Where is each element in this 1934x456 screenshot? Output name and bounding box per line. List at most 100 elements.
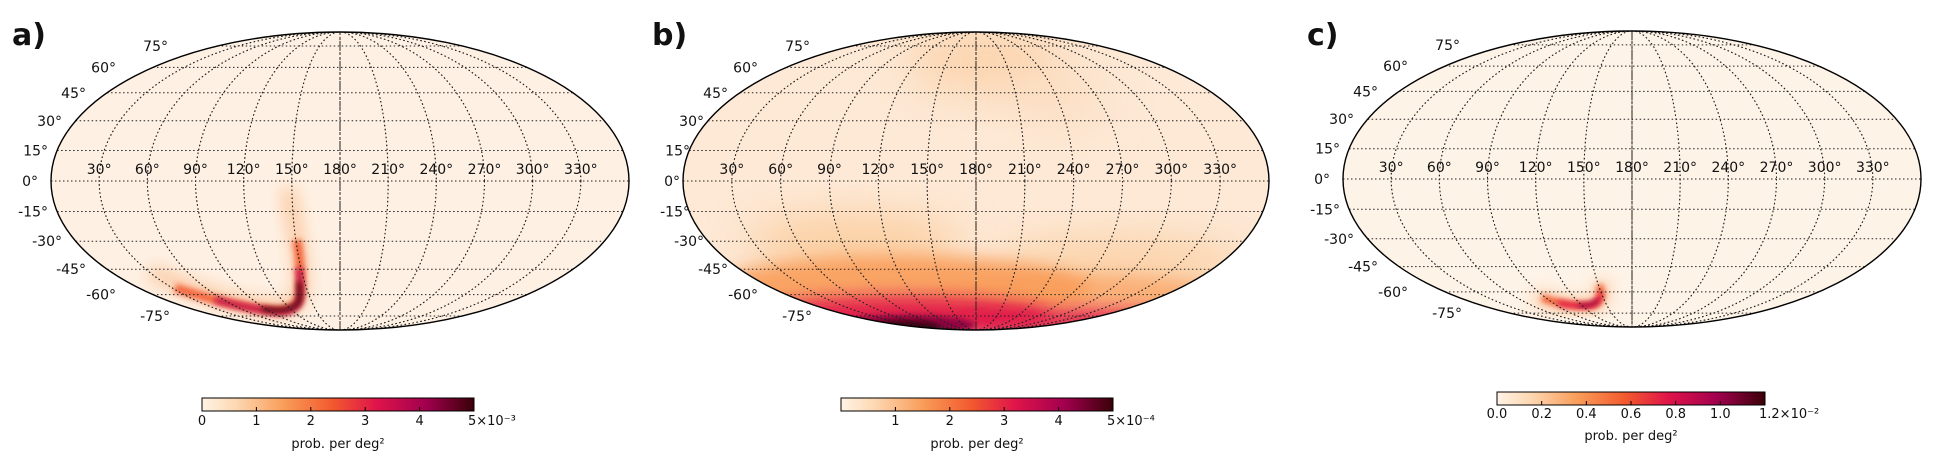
latitude-label: 15° (23, 143, 48, 159)
panel-label: c) (1307, 18, 1339, 53)
graticule-meridian (926, 32, 1026, 330)
panel-a: a) 75° 60° 45° 30° 15° 0° -15° -30° -45°-60° -75°… (12, 18, 630, 452)
colorbar-tick-label: 0.6 (1621, 407, 1642, 422)
colorbar-tick-label: 1.0 (1710, 407, 1731, 422)
probability-density-a (146, 186, 309, 316)
longitude-label: 120° (861, 162, 895, 178)
colorbar-tick-label: 2 (307, 414, 315, 429)
graticule-c (1343, 31, 1921, 327)
colorbar-tick-label: 1 (891, 414, 899, 429)
latitude-label: 60° (733, 60, 758, 76)
graticule-meridian (1535, 31, 1729, 327)
colorbar-tick-label: 0.4 (1576, 407, 1597, 422)
graticule-meridian (780, 32, 1172, 330)
graticule-meridian (1390, 31, 1874, 327)
colorbar-tick-label: 5×10⁻³ (468, 414, 516, 429)
latitude-label: 75° (143, 39, 168, 55)
longitude-label: 90° (817, 162, 842, 178)
longitude-label: 30° (87, 162, 112, 178)
colorbar-tick-label: 1.2×10⁻² (1759, 407, 1819, 422)
colorbar-tick-label: 1 (252, 414, 260, 429)
latitude-label: 15° (665, 143, 690, 159)
sky-map-b (682, 31, 1270, 331)
latitude-label: 0° (22, 174, 38, 190)
latitude-label: -15° (1310, 202, 1340, 218)
latitude-label: 0° (1314, 172, 1330, 188)
latitude-label: 60° (1383, 59, 1408, 75)
latitude-label: 75° (785, 39, 810, 55)
longitude-label: 300° (516, 162, 550, 178)
latitude-label: -30° (32, 234, 62, 250)
density-peak (261, 281, 302, 313)
axis-labels-c: 75° 60° 45° 30° 15° 0° -15° -30° -45°-60° -75° 30°… (1310, 38, 1890, 322)
longitude-label: 210° (1008, 162, 1042, 178)
sky-map-c (1342, 30, 1922, 328)
longitude-label: 300° (1808, 160, 1842, 176)
colorbar-gradient (201, 397, 475, 412)
colorbar-tick-label: 5×10⁻⁴ (1107, 414, 1155, 429)
longitude-label: 60° (768, 162, 793, 178)
colorbar-tick-label: 2 (946, 414, 954, 429)
longitude-label: 270° (1760, 160, 1794, 176)
longitude-label: 330° (564, 162, 598, 178)
longitude-label: 300° (1154, 162, 1188, 178)
density-north-blob (1010, 70, 1110, 130)
graticule-b (683, 32, 1269, 330)
latitude-label: 15° (1315, 142, 1340, 158)
panel-b: b) 75° 60° 45° 30° 15° 0° -15° -30° -45°-60° -75°… (652, 18, 1270, 452)
colorbar-gradient (840, 397, 1114, 412)
latitude-label: 0° (664, 174, 680, 190)
latitude-label: -60° (1378, 285, 1408, 301)
latitude-label: -60° (728, 288, 758, 304)
latitude-label: -15° (18, 205, 48, 221)
latitude-label: -30° (1324, 232, 1354, 248)
longitude-label: 330° (1856, 160, 1890, 176)
latitude-label: 30° (37, 114, 62, 130)
latitude-label: 45° (1353, 84, 1378, 100)
panel-label: a) (12, 18, 46, 53)
longitude-label: 90° (183, 162, 208, 178)
longitude-label: 210° (1663, 160, 1697, 176)
graticule-meridian (243, 32, 437, 330)
colorbar-tick-label: 4 (415, 414, 423, 429)
graticule-meridian (195, 32, 485, 330)
longitude-label: 30° (719, 162, 744, 178)
colorbar-label: prob. per deg² (291, 437, 384, 452)
latitude-label: -45° (698, 262, 728, 278)
colorbar-ticks: 0 1 2 3 4 5×10⁻³ (198, 407, 516, 429)
graticule-meridian (877, 32, 1075, 330)
longitude-label: 270° (468, 162, 502, 178)
colorbar-tick-label: 0.2 (1531, 407, 1552, 422)
map-outline (1342, 30, 1922, 328)
density-core (960, 309, 1200, 330)
probability-density-c (1532, 279, 1609, 313)
colorbar-a: 0 1 2 3 4 5×10⁻³ prob. per deg² (198, 397, 516, 452)
longitude-label: 270° (1106, 162, 1140, 178)
graticule-meridian (291, 32, 389, 330)
latitude-label: -75° (140, 309, 170, 325)
latitude-label: -15° (660, 205, 690, 221)
graticule-meridian (1583, 31, 1681, 327)
colorbar-tick-label: 3 (1000, 414, 1008, 429)
latitude-label: 30° (1329, 112, 1354, 128)
longitude-label: 60° (135, 162, 160, 178)
colorbar-ticks: 1 2 3 4 5×10⁻⁴ (891, 407, 1155, 429)
colorbar-tick-label: 4 (1054, 414, 1062, 429)
colorbar-tick-label: 0.8 (1665, 407, 1686, 422)
longitude-label: 30° (1379, 160, 1404, 176)
graticule-a (51, 32, 629, 330)
latitude-label: 75° (1435, 38, 1460, 54)
colorbar-ticks: 0.0 0.2 0.4 0.6 0.8 1.0 1.2×10⁻² (1487, 401, 1819, 422)
latitude-label: 45° (703, 86, 728, 102)
latitude-label: -30° (674, 234, 704, 250)
longitude-label: 120° (1519, 160, 1553, 176)
map-outline (50, 31, 630, 331)
longitude-label: 330° (1203, 162, 1237, 178)
longitude-label: 120° (227, 162, 261, 178)
panel-c: c) 75° 60° 45° 30° 15° 0° -15° -30° -45°-60° -75°… (1307, 18, 1922, 444)
colorbar-tick-label: 3 (361, 414, 369, 429)
colorbar-label: prob. per deg² (930, 437, 1023, 452)
latitude-label: 45° (61, 86, 86, 102)
longitude-label: 150° (910, 162, 944, 178)
